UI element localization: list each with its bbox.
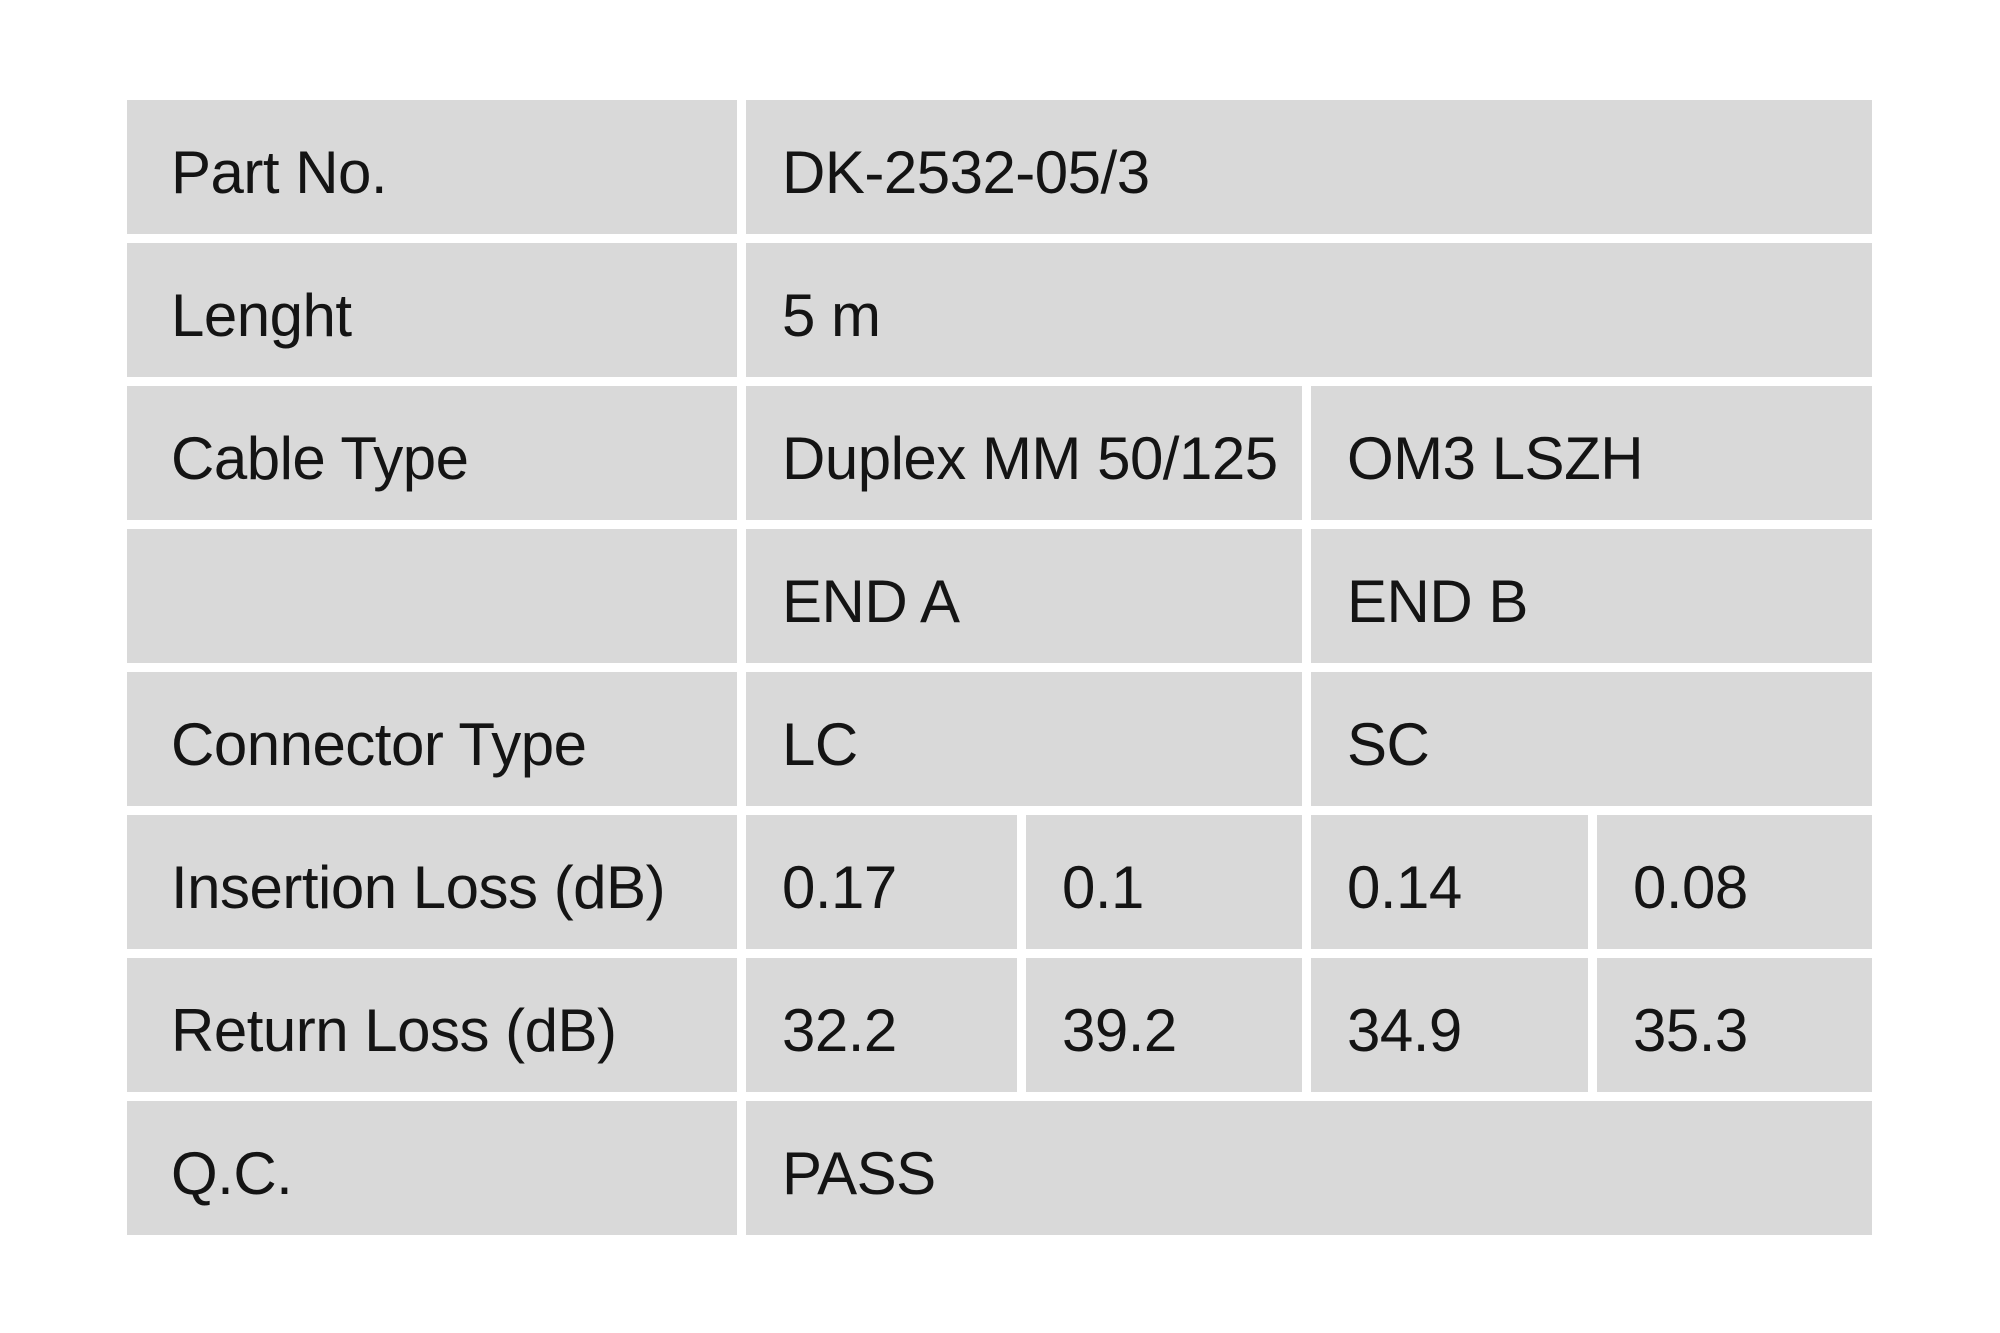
row-label: Cable Type [127, 386, 737, 520]
cell-value: 32.2 [746, 958, 1017, 1092]
cell-value: 0.14 [1311, 815, 1588, 949]
cell-value: PASS [746, 1101, 1872, 1235]
row-label: Connector Type [127, 672, 737, 806]
cell-value: 35.3 [1597, 958, 1872, 1092]
row-label: Q.C. [127, 1101, 737, 1235]
row-label [127, 529, 737, 663]
cell-value: 0.1 [1026, 815, 1302, 949]
row-label: Return Loss (dB) [127, 958, 737, 1092]
row-label: Insertion Loss (dB) [127, 815, 737, 949]
cell-value: END B [1311, 529, 1872, 663]
cell-value: 0.17 [746, 815, 1017, 949]
cell-value: 0.08 [1597, 815, 1872, 949]
row-label: Lenght [127, 243, 737, 377]
cell-value: DK-2532-05/3 [746, 100, 1872, 234]
cell-value: END A [746, 529, 1302, 663]
row-label: Part No. [127, 100, 737, 234]
cell-value: 5 m [746, 243, 1872, 377]
cell-value: 39.2 [1026, 958, 1302, 1092]
cell-value: OM3 LSZH [1311, 386, 1872, 520]
cell-value: SC [1311, 672, 1872, 806]
cell-value: Duplex MM 50/125 [746, 386, 1302, 520]
cell-value: 34.9 [1311, 958, 1588, 1092]
spec-table: Part No. DK-2532-05/3 Lenght 5 m Cable Type D… [127, 100, 1872, 1235]
cell-value: LC [746, 672, 1302, 806]
